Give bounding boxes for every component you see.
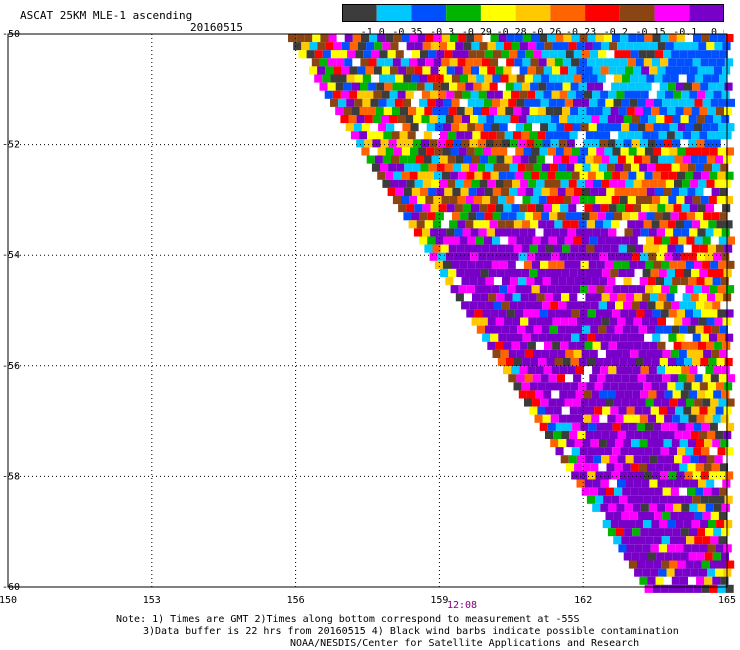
- colorbar-label: -0.15: [635, 27, 665, 38]
- lat-tick-label: -56: [2, 361, 20, 372]
- colorbar-label: -0.28: [497, 27, 527, 38]
- lon-tick-label: 165: [718, 595, 736, 606]
- colorbar-label: -0.2: [604, 27, 628, 38]
- colorbar-label: -0.26: [531, 27, 561, 38]
- note-line-1: Note: 1) Times are GMT 2)Times along bot…: [116, 614, 580, 625]
- lat-tick-label: -50: [2, 29, 20, 40]
- colorbar-label: -0.1: [673, 27, 697, 38]
- colorbar-swatch: [446, 4, 481, 22]
- lon-tick-label: 159: [430, 595, 448, 606]
- note-line-3: NOAA/NESDIS/Center for Satellite Applica…: [290, 638, 640, 649]
- colorbar-swatch: [689, 4, 724, 22]
- lat-tick-label: -54: [2, 250, 20, 261]
- swath-map: 150 153 156 159 162 165 -50 -52 -54 -56 -58 -60 12:0…: [0, 29, 736, 610]
- colorbar-swatch: [515, 4, 551, 22]
- colorbar-label: -1.0: [361, 27, 385, 38]
- map-title: ASCAT 25KM MLE-1 ascending: [20, 9, 193, 22]
- colorbar-label: -0.3: [430, 27, 454, 38]
- colorbar-swatch: [619, 4, 655, 22]
- colorbar-swatch: [411, 4, 447, 22]
- lat-tick-label: -60: [2, 582, 20, 593]
- colorbar-swatch: [342, 4, 377, 22]
- colorbar-label: -0.23: [566, 27, 596, 38]
- lon-tick-label: 156: [287, 595, 305, 606]
- swath-cells: [288, 34, 736, 593]
- colorbar-label: 0.0: [711, 27, 724, 38]
- lon-tick-label: 150: [0, 595, 17, 606]
- lat-tick-label: -52: [2, 140, 20, 151]
- colorbar-label: -0.29: [462, 27, 492, 38]
- lon-tick-label: 162: [574, 595, 592, 606]
- lat-tick-label: -58: [2, 471, 20, 482]
- colorbar-swatch: [480, 4, 516, 22]
- colorbar-swatch: [585, 4, 620, 22]
- colorbar-label: -0.35: [392, 27, 422, 38]
- colorbar-swatch: [376, 4, 412, 22]
- colorbar-swatch: [550, 4, 586, 22]
- color-scale-bar: -1.0 -0.35 -0.3 -0.29 -0.28 -0.26 -0.23 -0.2 -0.…: [342, 4, 724, 38]
- lon-tick-label: 153: [143, 595, 161, 606]
- time-label: 12:08: [447, 600, 477, 610]
- map-date: 20160515: [190, 21, 243, 34]
- colorbar-swatch: [654, 4, 690, 22]
- note-line-2: 3)Data buffer is 22 hrs from 20160515 4)…: [143, 626, 679, 637]
